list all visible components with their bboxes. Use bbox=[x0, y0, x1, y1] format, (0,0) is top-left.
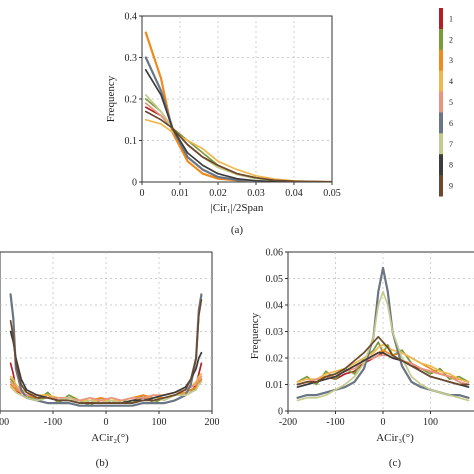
panel-a: 0 0.01 0.02 0.03 0.04 0.05 0 0.1 0.2 0.3 0.4 |Cir₁… bbox=[105, 12, 341, 237]
x-tick-label: -100 bbox=[44, 417, 62, 428]
y-tick-label: 0.3 bbox=[125, 53, 138, 64]
y-tick-label: 0.03 bbox=[266, 327, 284, 338]
y-tick-label: 0.4 bbox=[125, 12, 138, 23]
panel-a-xlabel: |Cir₁|/2Span bbox=[211, 202, 264, 214]
panel-b: -200 -100 0 100 200 ACir₂(°) (b) bbox=[0, 251, 220, 469]
panel-c-caption: (c) bbox=[389, 457, 402, 469]
colorbar-label: 6 bbox=[449, 119, 453, 128]
colorbar-label: 5 bbox=[449, 98, 453, 107]
x-tick-label: 100 bbox=[423, 417, 438, 428]
panel-c-ylabel: Frequency bbox=[249, 312, 261, 359]
x-tick-label: 0.02 bbox=[209, 188, 227, 199]
series-line-9 bbox=[144, 110, 332, 182]
panel-a-ylabel: Frequency bbox=[105, 75, 117, 122]
x-tick-label: 0.04 bbox=[285, 188, 303, 199]
y-tick-label: 0.01 bbox=[266, 380, 284, 391]
colorbar-swatch-5 bbox=[439, 91, 443, 113]
y-tick-label: 0.2 bbox=[125, 95, 138, 106]
x-tick-label: -200 bbox=[279, 417, 297, 428]
colorbar-swatch-2 bbox=[439, 28, 443, 51]
y-tick-label: 0.06 bbox=[266, 248, 284, 259]
series-line-6 bbox=[144, 56, 332, 182]
series-line-9 bbox=[296, 335, 470, 386]
series-line-3 bbox=[144, 31, 332, 182]
panel-b-xlabel: ACir₂(°) bbox=[91, 432, 129, 444]
panel-c: -200 -100 0 100 0 0.01 0.02 0.03 0.04 0.05 0.06 AC… bbox=[249, 248, 474, 469]
y-tick-label: 0.1 bbox=[125, 136, 138, 147]
x-tick-label: 200 bbox=[205, 417, 220, 428]
colorbar-label: 2 bbox=[449, 35, 453, 44]
x-tick-label: 0 bbox=[140, 188, 145, 199]
colorbar: 1 2 3 4 5 6 7 8 9 bbox=[439, 8, 453, 197]
series-line-7 bbox=[9, 381, 203, 404]
colorbar-swatch-3 bbox=[439, 49, 443, 72]
y-tick-label: 0 bbox=[278, 407, 283, 418]
colorbar-swatch-9 bbox=[439, 175, 443, 197]
x-tick-label: 100 bbox=[152, 417, 167, 428]
y-tick-label: 0.02 bbox=[266, 354, 284, 365]
colorbar-label: 4 bbox=[449, 77, 453, 86]
colorbar-swatch-1 bbox=[439, 8, 443, 30]
series-line-8 bbox=[144, 69, 332, 182]
colorbar-swatch-4 bbox=[439, 70, 443, 93]
x-tick-label: 0 bbox=[104, 417, 109, 428]
colorbar-swatch-6 bbox=[439, 112, 443, 134]
panel-b-caption: (b) bbox=[96, 457, 109, 469]
series-line-4 bbox=[296, 343, 470, 383]
y-tick-label: 0.05 bbox=[266, 274, 284, 285]
colorbar-label: 3 bbox=[449, 56, 453, 65]
colorbar-label: 9 bbox=[449, 182, 453, 191]
colorbar-label: 8 bbox=[449, 161, 453, 170]
x-tick-label: 0.01 bbox=[171, 188, 189, 199]
x-tick-label: 0 bbox=[381, 417, 386, 428]
panel-a-caption: (a) bbox=[231, 224, 244, 236]
y-tick-label: 0 bbox=[132, 178, 137, 189]
x-tick-label: 0.05 bbox=[323, 188, 341, 199]
x-tick-label: -200 bbox=[0, 417, 9, 428]
series-line-5 bbox=[296, 354, 470, 386]
panel-c-xlabel: ACir₃(°) bbox=[376, 432, 414, 444]
colorbar-swatch-7 bbox=[439, 133, 443, 155]
colorbar-swatch-8 bbox=[439, 154, 443, 176]
x-tick-label: -100 bbox=[326, 417, 344, 428]
series-line-9 bbox=[9, 298, 203, 404]
y-tick-label: 0.04 bbox=[266, 301, 284, 312]
colorbar-label: 1 bbox=[449, 14, 453, 23]
colorbar-label: 7 bbox=[449, 140, 453, 149]
series-line-6 bbox=[9, 293, 203, 407]
series-line-7 bbox=[144, 94, 332, 182]
x-tick-label: 0.03 bbox=[247, 188, 265, 199]
series-line-7 bbox=[296, 290, 470, 402]
